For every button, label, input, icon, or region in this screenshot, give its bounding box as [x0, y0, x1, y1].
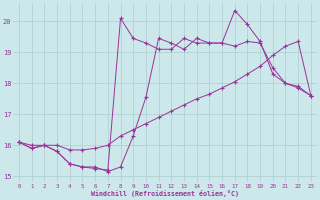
X-axis label: Windchill (Refroidissement éolien,°C): Windchill (Refroidissement éolien,°C) — [91, 190, 239, 197]
